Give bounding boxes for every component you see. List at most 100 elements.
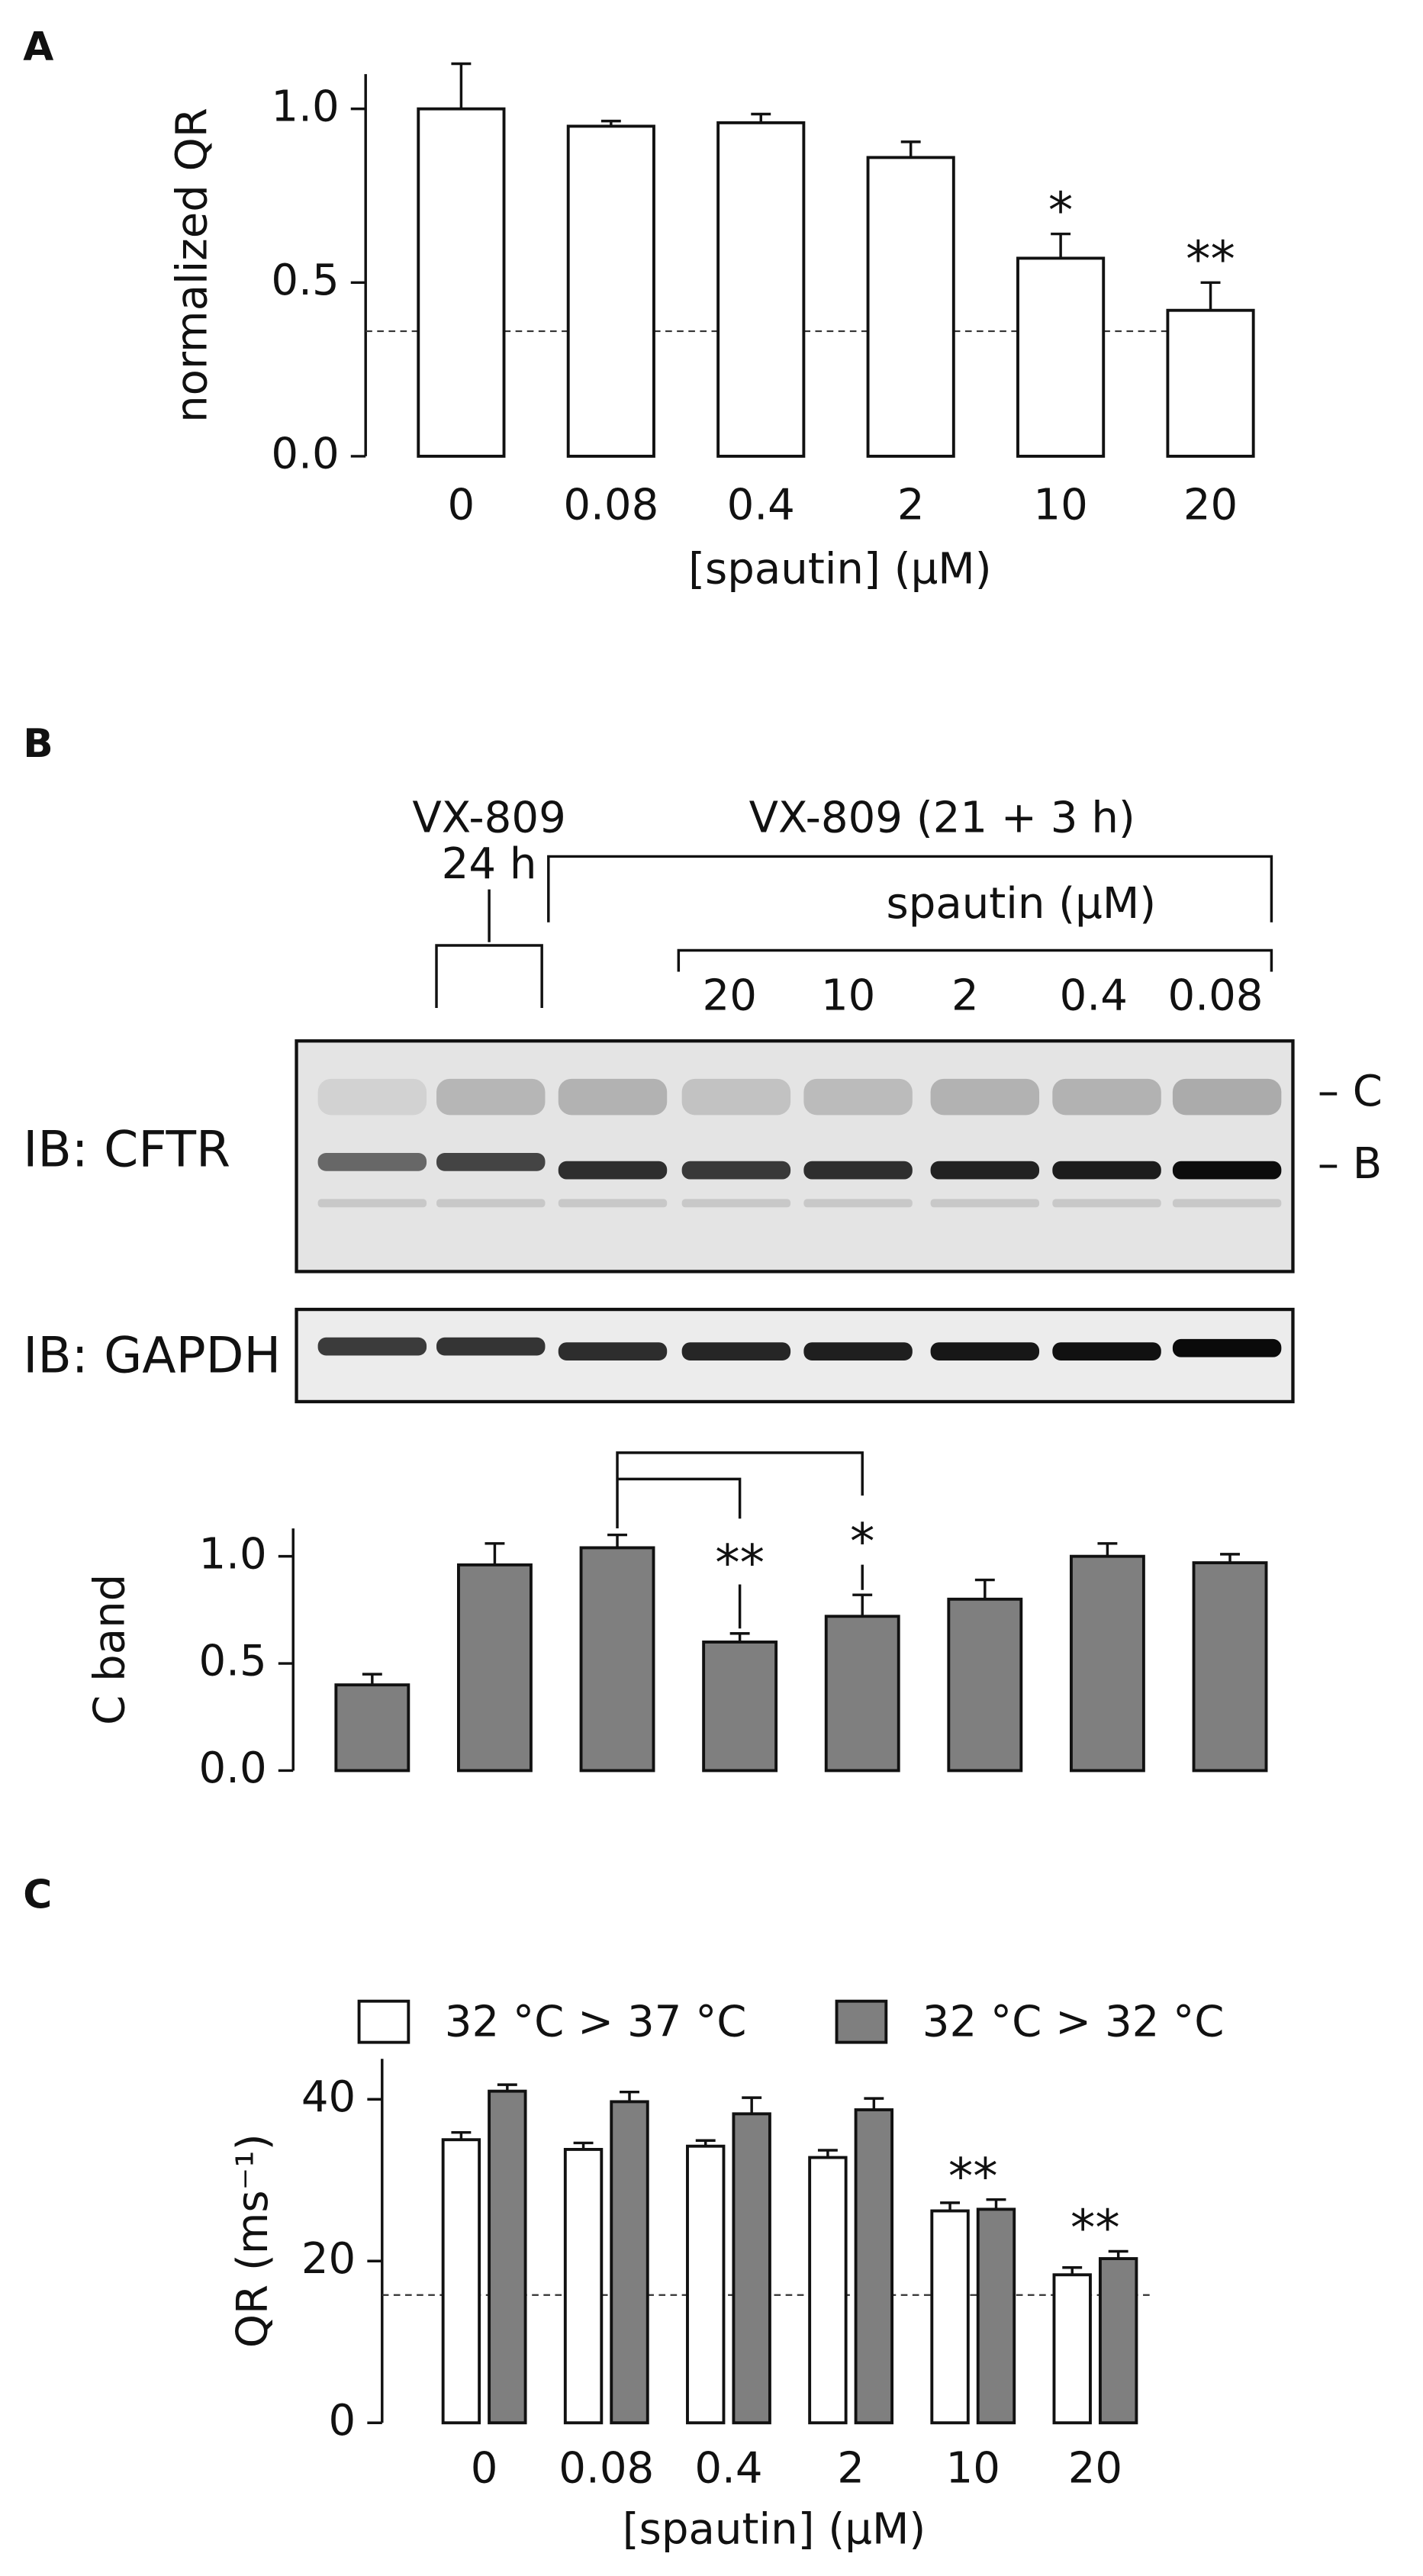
band [558, 1078, 668, 1116]
blot-bands [317, 1078, 1282, 1360]
bar [566, 124, 655, 458]
bar [1192, 1561, 1268, 1773]
x-tick-label: 0.4 [694, 2443, 762, 2493]
x-axis-label: [spautin] (μM) [623, 2504, 926, 2554]
band [681, 1342, 791, 1360]
annotation: ** [1186, 231, 1235, 288]
band-label: – C [1318, 1067, 1383, 1116]
x-tick-label: 0 [448, 480, 475, 530]
y-tick-label: 0.5 [271, 256, 339, 305]
bar [1016, 256, 1106, 458]
y-tick-label: 0.5 [198, 1637, 266, 1686]
bar [579, 1546, 655, 1773]
blot-row-label: IB: GAPDH [23, 1327, 281, 1384]
x-tick-label: 0.4 [727, 480, 795, 530]
band [436, 1199, 546, 1208]
bar [563, 2147, 604, 2425]
bar [732, 2112, 771, 2425]
bar [866, 156, 955, 458]
x-tick-label: 2 [837, 2443, 864, 2493]
band [803, 1161, 913, 1180]
band [681, 1161, 791, 1180]
x-tick-label: 10 [946, 2443, 1000, 2493]
band [681, 1199, 791, 1208]
bar [976, 2207, 1016, 2425]
comparison-bracket [616, 1451, 864, 1629]
x-axis-label: [spautin] (μM) [688, 545, 991, 594]
band [1172, 1199, 1282, 1208]
panel-label: B [23, 721, 53, 767]
bar [808, 2156, 848, 2425]
x-tick-label: 20 [1068, 2443, 1122, 2493]
band [1172, 1338, 1282, 1357]
bar [334, 1683, 410, 1773]
annotation: ** [1070, 2200, 1120, 2257]
bar [488, 2089, 527, 2425]
bar [930, 2209, 970, 2425]
band [1052, 1078, 1161, 1116]
x-tick-label: 0 [471, 2443, 498, 2493]
bar [716, 121, 806, 458]
annotation: * [850, 1513, 874, 1570]
x-tick-label: 0.08 [563, 480, 658, 530]
band [930, 1199, 1040, 1208]
band [803, 1342, 913, 1360]
band-label: – B [1318, 1139, 1382, 1189]
y-tick-label: 20 [301, 2234, 356, 2284]
annotation: ** [715, 1534, 765, 1592]
band [558, 1199, 668, 1208]
band [930, 1078, 1040, 1116]
bar [686, 2144, 726, 2425]
bar [441, 2138, 481, 2425]
band [436, 1152, 546, 1171]
blot-label: VX-809 [412, 794, 565, 843]
bar [417, 107, 506, 458]
y-tick-label: 0.0 [271, 430, 339, 479]
y-tick-label: 0.0 [198, 1744, 266, 1793]
y-tick-label: 1.0 [271, 82, 339, 131]
band [317, 1152, 427, 1171]
lane-label: 10 [821, 971, 875, 1021]
band [803, 1078, 913, 1116]
blot-brackets [435, 855, 1273, 1009]
band [317, 1337, 427, 1356]
band [436, 1078, 546, 1116]
band [1172, 1078, 1282, 1116]
bar [1098, 2257, 1138, 2425]
band [803, 1199, 913, 1208]
lane-label: 2 [951, 971, 979, 1021]
bar [457, 1563, 533, 1773]
lane-label: 0.08 [1168, 971, 1264, 1021]
bar [610, 2100, 649, 2425]
band [558, 1342, 668, 1360]
legend-label: 32 °C > 37 °C [445, 1998, 747, 2047]
panel-label: A [23, 24, 53, 70]
y-axis-label: normalized QR [167, 108, 217, 423]
bar [947, 1597, 1023, 1773]
band [1172, 1161, 1282, 1180]
blot-label: VX-809 (21 + 3 h) [749, 794, 1135, 843]
y-tick-label: 40 [301, 2072, 356, 2122]
bar [824, 1615, 900, 1773]
band [930, 1342, 1040, 1360]
blot-row-label: IB: CFTR [23, 1122, 230, 1179]
band [681, 1078, 791, 1116]
bar [702, 1641, 778, 1773]
x-tick-label: 10 [1033, 480, 1087, 530]
bar [1069, 1554, 1145, 1773]
legend-swatch [835, 1999, 888, 2044]
lane-label: 0.4 [1060, 971, 1128, 1021]
y-axis-label: C band [85, 1574, 134, 1725]
band [317, 1078, 427, 1116]
panel-label: C [23, 1872, 52, 1918]
x-tick-label: 2 [897, 480, 925, 530]
band [436, 1337, 546, 1356]
legend-swatch [357, 1999, 410, 2044]
annotation: ** [948, 2148, 998, 2205]
y-tick-label: 1.0 [198, 1529, 266, 1579]
blot-label: 24 h [442, 839, 537, 889]
bar [1052, 2273, 1092, 2425]
x-tick-label: 0.08 [559, 2443, 654, 2493]
band [1052, 1161, 1161, 1180]
